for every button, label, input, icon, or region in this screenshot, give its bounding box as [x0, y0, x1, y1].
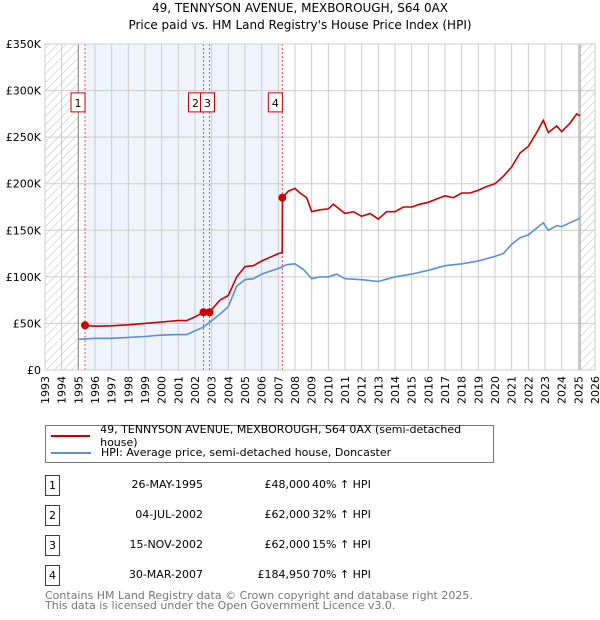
y-tick-label: £50K	[13, 317, 42, 330]
legend-item-hpi: HPI: Average price, semi-detached house,…	[46, 444, 391, 461]
x-tick-label: 2004	[222, 376, 235, 404]
y-tick-label: £150K	[6, 224, 42, 237]
transaction-price: £62,000	[264, 538, 311, 551]
transaction-hpi: 32% ↑ HPI	[312, 508, 371, 521]
legend-swatch-blue	[51, 451, 91, 454]
x-tick-label: 1999	[139, 376, 152, 404]
footer-licence: This data is licensed under the Open Gov…	[45, 599, 396, 612]
y-tick-label: £0	[27, 364, 41, 377]
price-chart: 1993 1994 1995 1996 1997 1998 1999 2000 2001 2002…	[6, 38, 600, 404]
x-tick-label: 2014	[389, 376, 402, 404]
transaction-hpi: 15% ↑ HPI	[312, 538, 371, 551]
x-tick-label: 2002	[189, 376, 202, 404]
x-tick-label: 2003	[206, 376, 219, 404]
x-tick-label: 2022	[522, 376, 535, 404]
sale-label-2: 2	[188, 92, 203, 113]
legend: 49, TENNYSON AVENUE, MEXBOROUGH, S64 0AX…	[45, 423, 494, 463]
sale-label-4: 4	[267, 92, 283, 113]
sale-label-number: 3	[204, 97, 211, 110]
transaction-price: £62,000	[264, 508, 311, 521]
x-tick-label: 2007	[272, 376, 285, 404]
transaction-number: 2	[45, 505, 60, 526]
transaction-hpi: 70% ↑ HPI	[312, 568, 371, 581]
y-tick-label: £200K	[6, 178, 42, 191]
x-tick-label: 2016	[422, 376, 435, 404]
x-tick-label: 2012	[356, 376, 369, 404]
ownership-shade	[85, 44, 283, 370]
transaction-row: 1 26-MAY-1995 £48,000 40% ↑ HPI	[45, 475, 445, 496]
x-tick-label: 1997	[106, 376, 119, 404]
chart-subtitle: Price paid vs. HM Land Registry's House …	[128, 18, 472, 32]
x-tick-label: 2008	[289, 376, 302, 404]
sale-label-1: 1	[70, 92, 86, 113]
transaction-date: 04-JUL-2002	[135, 508, 203, 521]
x-tick-label: 2019	[472, 376, 485, 404]
sale-label-3: 3	[200, 92, 215, 113]
sale-label-box	[70, 92, 86, 113]
transaction-price: £48,000	[264, 478, 311, 491]
y-tick-label: £250K	[6, 131, 42, 144]
transaction-row: 4 30-MAR-2007 £184,950 70% ↑ HPI	[45, 565, 445, 586]
chart-title: 49, TENNYSON AVENUE, MEXBOROUGH, S64 0AX	[151, 1, 449, 15]
sale-point	[205, 308, 214, 317]
x-tick-label: 2020	[489, 376, 502, 404]
transaction-number: 1	[45, 475, 60, 496]
x-tick-label: 2018	[456, 376, 469, 404]
x-tick-label: 1998	[122, 376, 135, 404]
sale-point	[81, 321, 89, 330]
legend-swatch-red	[51, 434, 91, 437]
transaction-row: 3 15-NOV-2002 £62,000 15% ↑ HPI	[45, 535, 445, 556]
x-tick-label: 2024	[556, 376, 569, 404]
plot-border	[44, 43, 596, 371]
x-tick-label: 2009	[306, 376, 319, 404]
x-tick-label: 1996	[89, 376, 102, 404]
x-tick-label: 1994	[56, 376, 69, 404]
x-tick-label: 2005	[239, 376, 252, 404]
x-tick-label: 1995	[72, 376, 85, 404]
sale-label-box	[200, 92, 215, 113]
x-tick-label: 2023	[539, 376, 552, 404]
x-tick-label: 2021	[506, 376, 519, 404]
y-tick-label: £350K	[6, 38, 42, 51]
transaction-date: 15-NOV-2002	[129, 538, 203, 551]
legend-label: 49, TENNYSON AVENUE, MEXBOROUGH, S64 0AX…	[100, 422, 462, 449]
x-tick-label: 2017	[439, 376, 452, 404]
transaction-date: 26-MAY-1995	[131, 478, 203, 491]
sale-label-box	[267, 92, 283, 113]
x-tick-label: 2013	[372, 376, 385, 404]
x-tick-label: 2006	[256, 376, 269, 404]
sale-label-number: 4	[272, 97, 279, 110]
y-tick-label: £300K	[6, 85, 42, 98]
hpi-line	[78, 217, 581, 341]
sale-point	[199, 308, 208, 317]
x-tick-label: 2026	[589, 376, 600, 404]
y-tick-label: £100K	[6, 271, 42, 284]
transaction-number: 3	[45, 535, 60, 556]
hatched-region	[580, 44, 595, 370]
x-tick-label: 2000	[156, 376, 169, 404]
sale-label-number: 2	[192, 97, 199, 110]
transaction-number: 4	[45, 565, 60, 586]
legend-label: HPI: Average price, semi-detached house,…	[101, 446, 392, 459]
x-tick-label: 2001	[172, 376, 185, 404]
transaction-price: £184,950	[257, 568, 311, 581]
x-tick-label: 2011	[339, 376, 352, 404]
sale-point	[278, 193, 287, 202]
x-tick-label: 2010	[322, 376, 335, 404]
x-tick-label: 2015	[406, 376, 419, 404]
x-tick-label: 2025	[572, 376, 585, 404]
footer-copyright: Contains HM Land Registry data © Crown c…	[45, 589, 473, 602]
x-tick-label: 1993	[39, 376, 52, 404]
transaction-row: 2 04-JUL-2002 £62,000 32% ↑ HPI	[45, 505, 445, 526]
transaction-hpi: 40% ↑ HPI	[312, 478, 371, 491]
sale-label-number: 1	[75, 97, 82, 110]
legend-item-property: 49, TENNYSON AVENUE, MEXBOROUGH, S64 0AX…	[46, 423, 493, 449]
transaction-date: 30-MAR-2007	[128, 568, 203, 581]
